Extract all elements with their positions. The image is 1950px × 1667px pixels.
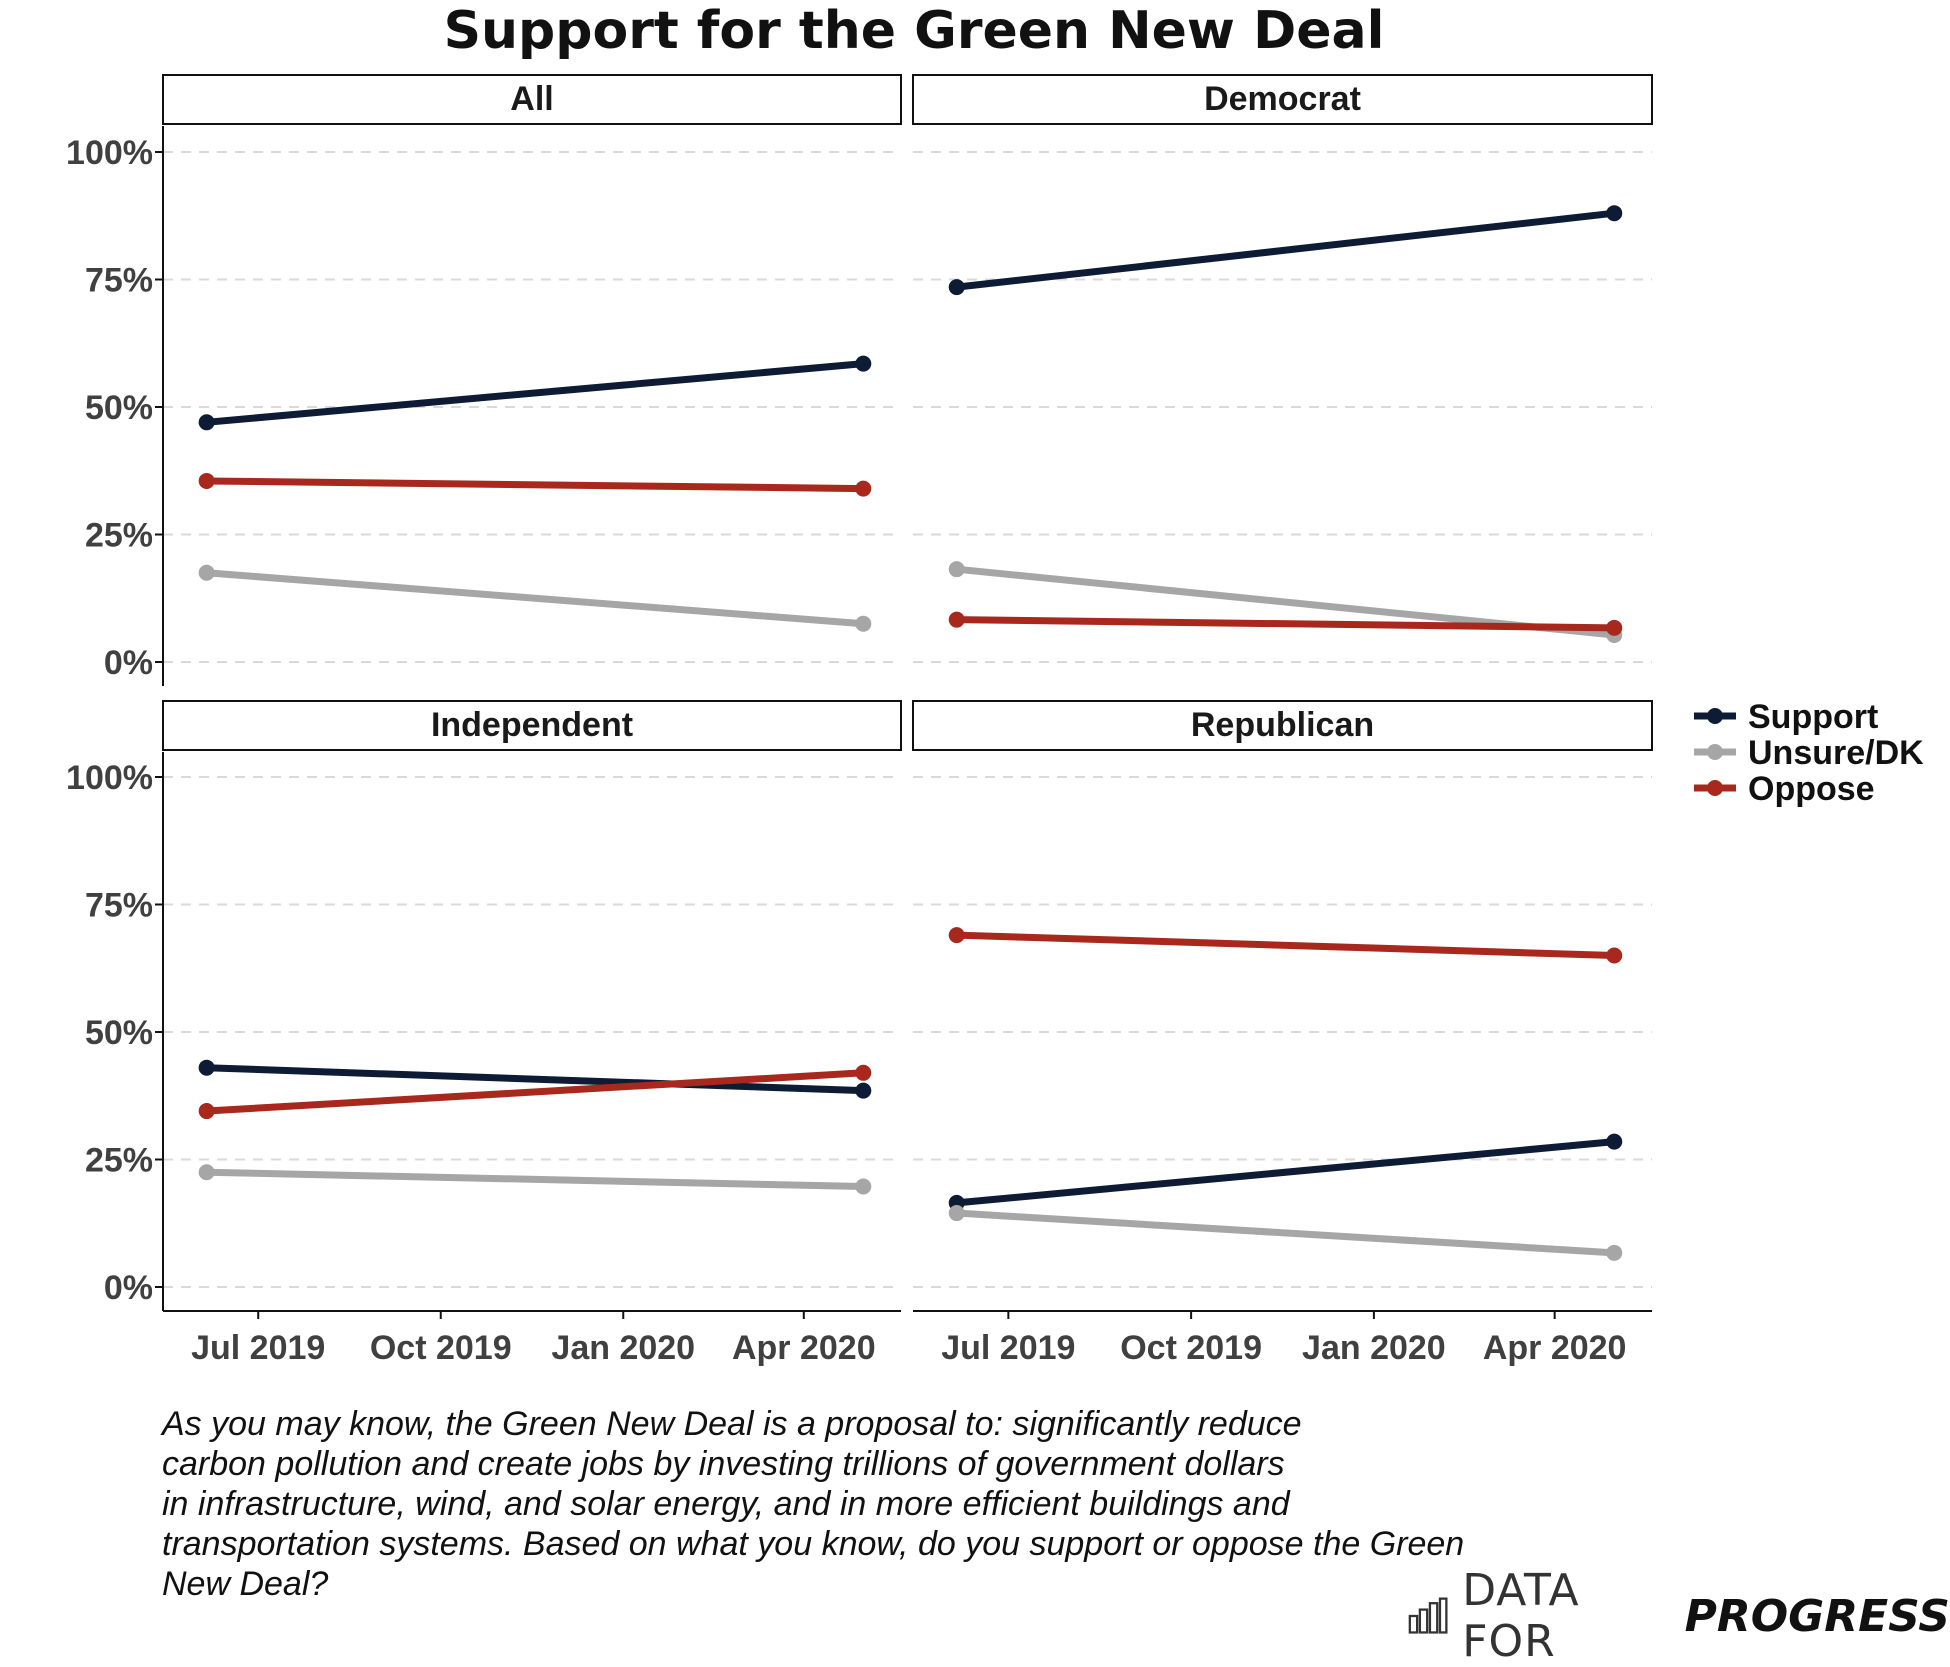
y-tick-label: 25% xyxy=(85,517,153,555)
facet-panel-republican: Republican Jul 2019 Oct 2019 Jan 2020 Apr 20… xyxy=(912,700,1653,1367)
x-tick-label: Jul 2019 xyxy=(941,1329,1075,1367)
legend-key-point xyxy=(1707,708,1723,724)
bar-chart-icon xyxy=(1408,1597,1448,1634)
legend-key-point xyxy=(1707,744,1723,760)
y-tick-label: 100% xyxy=(66,759,153,797)
facet-panel-independent: Independent 0% 25% 50% 75% 100% Jul 2019 Oct 20… xyxy=(66,700,902,1367)
data-point-oppose xyxy=(198,472,215,489)
data-point-support xyxy=(1606,1133,1623,1150)
legend-label: Unsure/DK xyxy=(1748,734,1924,772)
brand-text-light: DATA FOR xyxy=(1462,1565,1580,1667)
facet-panel-democrat: Democrat xyxy=(912,74,1653,663)
legend-item: Oppose xyxy=(1694,770,1875,808)
legend-item: Unsure/DK xyxy=(1694,734,1924,772)
x-tick-label: Apr 2020 xyxy=(732,1329,876,1367)
legend-label: Support xyxy=(1748,698,1878,736)
legend-key-point xyxy=(1707,780,1723,796)
series-line-support xyxy=(203,1064,867,1095)
facet-strip xyxy=(162,700,902,751)
y-tick-label: 75% xyxy=(85,887,153,925)
data-point-support xyxy=(1606,205,1623,222)
data-point-support xyxy=(855,1082,872,1099)
data-point-support xyxy=(198,1059,215,1076)
y-tick-label: 0% xyxy=(104,644,153,682)
facet-panel-all: All 0% 25% 50% 75% 100% xyxy=(66,74,902,686)
data-point-oppose xyxy=(948,611,965,628)
series-line-support xyxy=(203,360,867,426)
caption-line: carbon pollution and create jobs by inve… xyxy=(162,1445,1285,1483)
series-line-support xyxy=(953,209,1618,291)
x-tick-label: Oct 2019 xyxy=(1120,1329,1262,1367)
data-point-oppose xyxy=(855,1064,872,1081)
data-point-support xyxy=(948,279,965,296)
legend-label: Oppose xyxy=(1748,770,1875,808)
x-tick-label: Apr 2020 xyxy=(1483,1329,1627,1367)
x-tick-label: Oct 2019 xyxy=(370,1329,512,1367)
data-point-support xyxy=(198,414,215,431)
y-tick-label: 25% xyxy=(85,1142,153,1180)
facet-strip-label: All xyxy=(510,80,553,118)
series-line-unsure-dk xyxy=(203,1168,867,1191)
series-line-unsure-dk xyxy=(953,1209,1618,1257)
facet-strip xyxy=(162,74,902,125)
data-point-oppose xyxy=(198,1103,215,1120)
data-point-unsure-dk xyxy=(855,1178,872,1195)
data-point-unsure-dk xyxy=(198,564,215,581)
chart-title: Support for the Green New Deal xyxy=(444,1,1385,61)
data-point-oppose xyxy=(948,927,965,944)
x-tick-label: Jan 2020 xyxy=(1302,1329,1446,1367)
y-tick-label: 50% xyxy=(85,1014,153,1052)
series-line-oppose xyxy=(203,1069,867,1115)
data-point-unsure-dk xyxy=(948,1205,965,1222)
caption-line: As you may know, the Green New Deal is a… xyxy=(162,1405,1302,1443)
question-caption: As you may know, the Green New Deal is a… xyxy=(162,1404,1582,1604)
facet-strip-label: Independent xyxy=(431,706,633,744)
caption-line: transportation systems. Based on what yo… xyxy=(162,1525,1465,1563)
data-point-support xyxy=(855,355,872,372)
series-line-unsure-dk xyxy=(203,569,867,628)
legend-item: Support xyxy=(1694,698,1878,736)
series-line-support xyxy=(953,1138,1618,1207)
facet-strip-label: Republican xyxy=(1191,706,1374,744)
x-tick-label: Jan 2020 xyxy=(551,1329,695,1367)
facet-panels: All 0% 25% 50% 75% 100% Democrat Independent 0% 2… xyxy=(66,74,1653,1367)
data-point-unsure-dk xyxy=(948,561,965,578)
caption-line: in infrastructure, wind, and solar energ… xyxy=(162,1485,1290,1523)
brand-logo: DATA FOR PROGRESS xyxy=(1408,1565,1950,1667)
facet-strip xyxy=(912,700,1653,751)
brand-text-bold: PROGRESS xyxy=(1684,1590,1950,1642)
y-tick-label: 75% xyxy=(85,262,153,300)
data-point-oppose xyxy=(855,480,872,497)
y-tick-label: 50% xyxy=(85,389,153,427)
series-line-oppose xyxy=(953,931,1618,959)
data-point-unsure-dk xyxy=(855,615,872,632)
caption-line: New Deal? xyxy=(162,1565,329,1603)
facet-strip xyxy=(912,74,1653,125)
x-tick-label: Jul 2019 xyxy=(191,1329,325,1367)
y-tick-label: 100% xyxy=(66,134,153,172)
data-point-oppose xyxy=(1606,947,1623,964)
facet-strip-label: Democrat xyxy=(1204,80,1361,118)
data-point-oppose xyxy=(1606,619,1623,636)
series-line-oppose xyxy=(953,616,1618,632)
data-point-unsure-dk xyxy=(198,1164,215,1181)
series-line-oppose xyxy=(203,477,867,493)
y-tick-label: 0% xyxy=(104,1269,153,1307)
data-point-unsure-dk xyxy=(1606,1244,1623,1261)
